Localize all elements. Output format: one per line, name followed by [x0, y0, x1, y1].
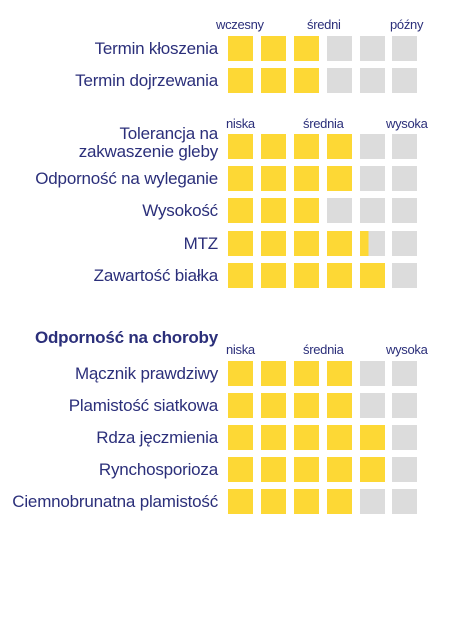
rating-cell — [360, 263, 385, 288]
rating-cell — [392, 231, 417, 256]
rating-cell — [327, 198, 352, 223]
rating-cell — [228, 68, 253, 93]
rating-cell — [360, 36, 385, 61]
rating-cell — [294, 166, 319, 191]
rating-cell — [360, 231, 385, 256]
rating-cell — [392, 425, 417, 450]
scale-label: średnia — [303, 342, 344, 357]
rating-cell — [327, 36, 352, 61]
rating-cell — [228, 489, 253, 514]
rating-cell — [360, 457, 385, 482]
rating-cell — [327, 361, 352, 386]
rating-cell — [261, 198, 286, 223]
rating-cell — [327, 425, 352, 450]
rating-cell — [327, 231, 352, 256]
scale-label: średni — [307, 17, 341, 32]
rating-cell — [392, 457, 417, 482]
rating-cell — [261, 425, 286, 450]
rating-cell — [327, 489, 352, 514]
rating-cell — [327, 457, 352, 482]
rating-cell — [261, 134, 286, 159]
rating-cell — [294, 198, 319, 223]
rating-cell — [392, 393, 417, 418]
rating-cell — [360, 361, 385, 386]
rating-cell — [228, 361, 253, 386]
rating-cell — [261, 36, 286, 61]
rating-cell — [392, 166, 417, 191]
rating-cell — [294, 457, 319, 482]
rating-cell — [294, 361, 319, 386]
rating-cell — [294, 68, 319, 93]
scale-label: niska — [226, 342, 255, 357]
row-label: Odporność na wyleganie — [35, 169, 218, 188]
scale-label: wczesny — [216, 17, 264, 32]
row-label: Tolerancja na zakwaszenie gleby — [79, 125, 218, 161]
rating-cell — [360, 393, 385, 418]
rating-cell — [261, 231, 286, 256]
rating-cell — [261, 166, 286, 191]
rating-cell — [360, 425, 385, 450]
row-label: Termin dojrzewania — [75, 71, 218, 90]
rating-cell — [294, 489, 319, 514]
rating-cell — [327, 68, 352, 93]
rating-cell — [360, 68, 385, 93]
rating-cell — [327, 393, 352, 418]
row-label: Termin kłoszenia — [94, 39, 219, 58]
rating-cell — [228, 36, 253, 61]
rating-cell — [392, 68, 417, 93]
rating-cell — [228, 425, 253, 450]
rating-cell — [261, 489, 286, 514]
scale-label: wysoka — [386, 116, 428, 131]
rating-cell — [392, 263, 417, 288]
rating-cell — [261, 68, 286, 93]
rating-cell — [294, 263, 319, 288]
rating-cell — [261, 457, 286, 482]
rating-cell — [228, 166, 253, 191]
row-label: Ciemnobrunatna plamistość — [12, 492, 218, 511]
rating-cell — [327, 134, 352, 159]
section-title: Odporność na choroby — [34, 328, 218, 347]
rating-cell — [294, 134, 319, 159]
scale-label: średnia — [303, 116, 344, 131]
rating-cell — [392, 198, 417, 223]
rating-cell — [392, 36, 417, 61]
row-label: Zawartość białka — [93, 266, 219, 285]
row-label-line: zakwaszenie gleby — [78, 142, 218, 161]
rating-cell — [360, 166, 385, 191]
rating-cell — [294, 393, 319, 418]
rating-cell — [360, 489, 385, 514]
row-label: Rdza jęczmienia — [96, 428, 218, 447]
row-label: Plamistość siatkowa — [68, 396, 218, 415]
rating-cell — [228, 231, 253, 256]
rating-cell — [228, 263, 253, 288]
rating-cell — [294, 36, 319, 61]
rating-cell — [261, 393, 286, 418]
rating-cell — [228, 393, 253, 418]
rating-cell — [327, 263, 352, 288]
rating-cell — [228, 457, 253, 482]
rating-cell — [228, 134, 253, 159]
row-label: Wysokość — [142, 201, 218, 220]
scale-label: niska — [226, 116, 255, 131]
row-label-line: Tolerancja na — [119, 124, 218, 143]
rating-cell — [392, 489, 417, 514]
row-label: Rynchosporioza — [98, 460, 218, 479]
rating-cell — [360, 134, 385, 159]
rating-cell — [392, 361, 417, 386]
rating-cell — [294, 425, 319, 450]
rating-cell — [228, 198, 253, 223]
scale-label: późny — [390, 17, 424, 32]
rating-cell — [327, 166, 352, 191]
rating-cell — [294, 231, 319, 256]
rating-cell — [392, 134, 417, 159]
rating-cell — [261, 263, 286, 288]
row-label: MTZ — [183, 234, 219, 253]
row-label: Mącznik prawdziwy — [74, 364, 218, 383]
rating-cell — [360, 198, 385, 223]
rating-cell — [261, 361, 286, 386]
scale-label: wysoka — [386, 342, 428, 357]
